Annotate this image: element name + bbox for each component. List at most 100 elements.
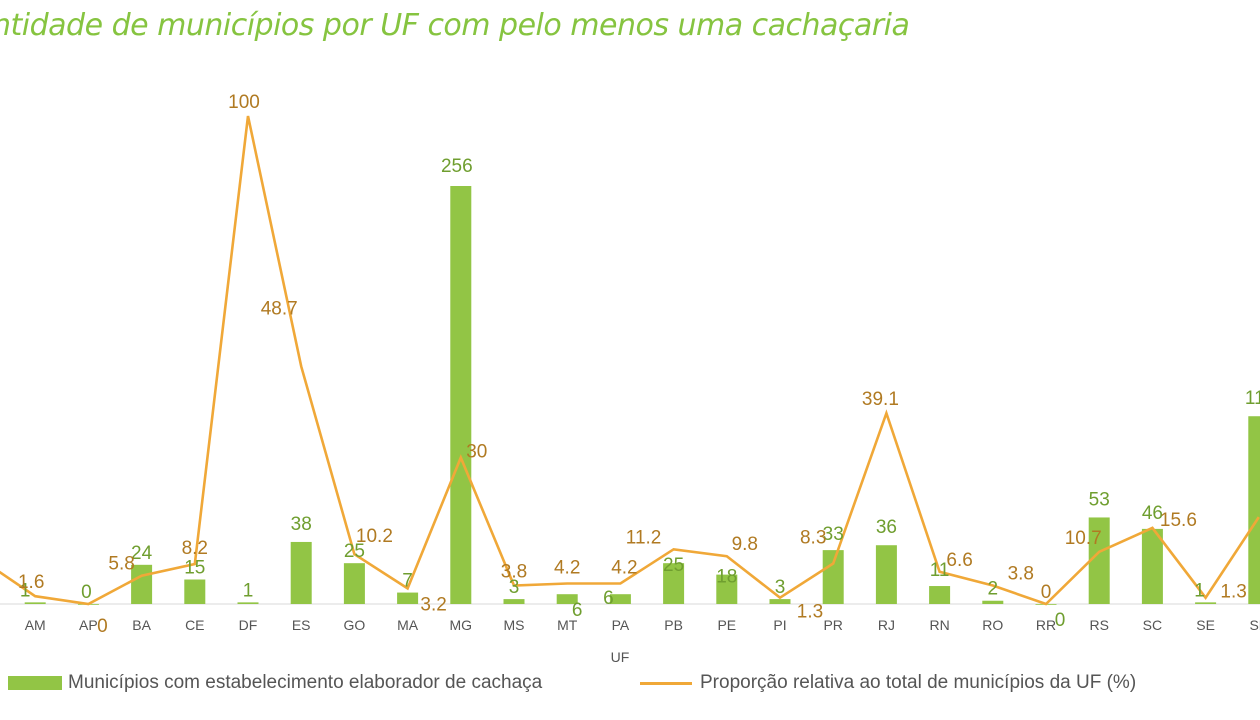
x-tick-df: DF xyxy=(239,617,258,633)
legend-label-line: Proporção relativa ao total de município… xyxy=(700,672,1137,693)
bar-pi xyxy=(769,599,791,604)
combo-chart: ACAMAPBACEDFESGOMAMGMSMTPAPBPEPIPRRJRNRO… xyxy=(0,92,1260,665)
bar-label-rj: 36 xyxy=(876,517,897,538)
bar-label-rr: 0 xyxy=(1055,610,1066,631)
line-label-pb: 11.2 xyxy=(626,527,662,548)
chart-title: ntidade de municípios por UF com pelo me… xyxy=(0,8,910,43)
bar-rj xyxy=(875,545,897,604)
bar-rn xyxy=(929,586,951,604)
line-label-pa: 4.2 xyxy=(611,558,637,579)
x-tick-rs: RS xyxy=(1089,617,1108,633)
proportion-line xyxy=(0,115,1260,606)
bar-label-ms: 3 xyxy=(509,577,520,598)
bar-mt xyxy=(556,594,578,604)
bar-label-rs: 53 xyxy=(1089,489,1110,510)
bar-sc xyxy=(1141,528,1163,604)
bar-label-ce: 15 xyxy=(184,558,205,579)
bar-label-rn: 11 xyxy=(930,560,950,581)
x-tick-sc: SC xyxy=(1143,617,1162,633)
bar-label-pr: 33 xyxy=(823,524,844,545)
line-label-mt: 4.2 xyxy=(554,558,580,579)
bar-ro xyxy=(982,600,1004,604)
bar-se xyxy=(1195,602,1217,604)
line-label-rr: 0 xyxy=(1041,582,1052,603)
x-tick-rn: RN xyxy=(929,617,949,633)
line-label-es: 48.7 xyxy=(261,298,298,319)
bar-ma xyxy=(397,592,419,604)
x-tick-pr: PR xyxy=(823,617,842,633)
x-axis-title: UF xyxy=(611,649,630,665)
x-tick-rj: RJ xyxy=(878,617,895,633)
x-tick-pb: PB xyxy=(664,617,683,633)
legend: Municípios com estabelecimento elaborado… xyxy=(0,668,1260,702)
bar-label-ap: 0 xyxy=(81,582,92,603)
bar-es xyxy=(290,541,312,604)
bar-pa xyxy=(609,594,631,604)
bar-df xyxy=(237,602,259,604)
line-label-ap: 0 xyxy=(97,616,108,637)
bar-label-sp: 11 xyxy=(1245,388,1260,409)
line-label-pi: 1.3 xyxy=(797,602,823,623)
bar-ce xyxy=(184,579,206,604)
line-label-ce: 8.2 xyxy=(182,538,208,559)
bar-label-ma: 7 xyxy=(402,571,413,592)
line-label-se: 1.3 xyxy=(1220,582,1246,603)
line-label-pe: 9.8 xyxy=(732,534,758,555)
line-label-am: 1.6 xyxy=(18,572,44,593)
legend-item-line: Proporção relativa ao total de município… xyxy=(640,672,1136,694)
x-tick-pi: PI xyxy=(773,617,786,633)
bar-label-pi: 3 xyxy=(775,577,786,598)
line-label-ro: 3.8 xyxy=(1008,563,1034,584)
line-label-ba: 5.8 xyxy=(108,554,134,575)
bar-pb xyxy=(663,563,685,604)
x-tick-mg: MG xyxy=(450,617,473,633)
x-tick-es: ES xyxy=(292,617,311,633)
line-label-df: 100 xyxy=(228,92,260,113)
x-tick-se: SE xyxy=(1196,617,1215,633)
bar-mg xyxy=(450,186,472,604)
bar-label-es: 38 xyxy=(291,514,312,535)
x-tick-ro: RO xyxy=(982,617,1003,633)
x-tick-ma: MA xyxy=(397,617,419,633)
line-label-ma: 3.2 xyxy=(420,594,446,615)
bar-label-mg: 256 xyxy=(441,156,473,177)
bar-am xyxy=(24,602,46,604)
legend-label-bars: Municípios com estabelecimento elaborado… xyxy=(68,672,543,693)
bar-pr xyxy=(822,550,844,604)
x-tick-rr: RR xyxy=(1036,617,1056,633)
bar-ms xyxy=(503,599,525,604)
x-tick-go: GO xyxy=(344,617,366,633)
bar-label-mt: 6 xyxy=(572,600,583,621)
bar-label-pb: 25 xyxy=(663,555,684,576)
legend-item-bars: Municípios com estabelecimento elaborado… xyxy=(8,672,542,694)
line-label-rj: 39.1 xyxy=(862,389,899,410)
line-label-mg: 30 xyxy=(466,442,487,463)
line-label-rs: 10.7 xyxy=(1065,528,1102,549)
x-tick-am: AM xyxy=(25,617,46,633)
bar-label-pa: 6 xyxy=(603,588,614,609)
x-tick-sp: SP xyxy=(1249,617,1260,633)
x-tick-mt: MT xyxy=(557,617,578,633)
x-tick-ba: BA xyxy=(132,617,151,633)
bar-label-go: 25 xyxy=(344,541,365,562)
x-tick-pa: PA xyxy=(612,617,630,633)
line-label-pr: 8.3 xyxy=(800,527,826,548)
bar-sp xyxy=(1248,416,1260,604)
line-label-rn: 6.6 xyxy=(946,550,972,571)
line-label-go: 10.2 xyxy=(356,526,393,547)
bar-pe xyxy=(716,574,738,604)
bar-label-se: 1 xyxy=(1194,580,1205,601)
bar-label-sc: 46 xyxy=(1142,503,1163,524)
line-label-ms: 3.8 xyxy=(501,561,527,582)
bar-label-pe: 18 xyxy=(716,567,737,588)
x-tick-pe: PE xyxy=(717,617,736,633)
x-tick-ap: AP xyxy=(79,617,98,633)
bar-go xyxy=(343,563,365,604)
legend-line-swatch xyxy=(640,681,692,685)
bar-rs xyxy=(1088,517,1110,604)
line-label-sc: 15.6 xyxy=(1160,510,1197,531)
bar-label-am: 1 xyxy=(20,580,31,601)
x-tick-ms: MS xyxy=(504,617,525,633)
bar-label-ro: 2 xyxy=(988,579,999,600)
x-tick-ce: CE xyxy=(185,617,204,633)
